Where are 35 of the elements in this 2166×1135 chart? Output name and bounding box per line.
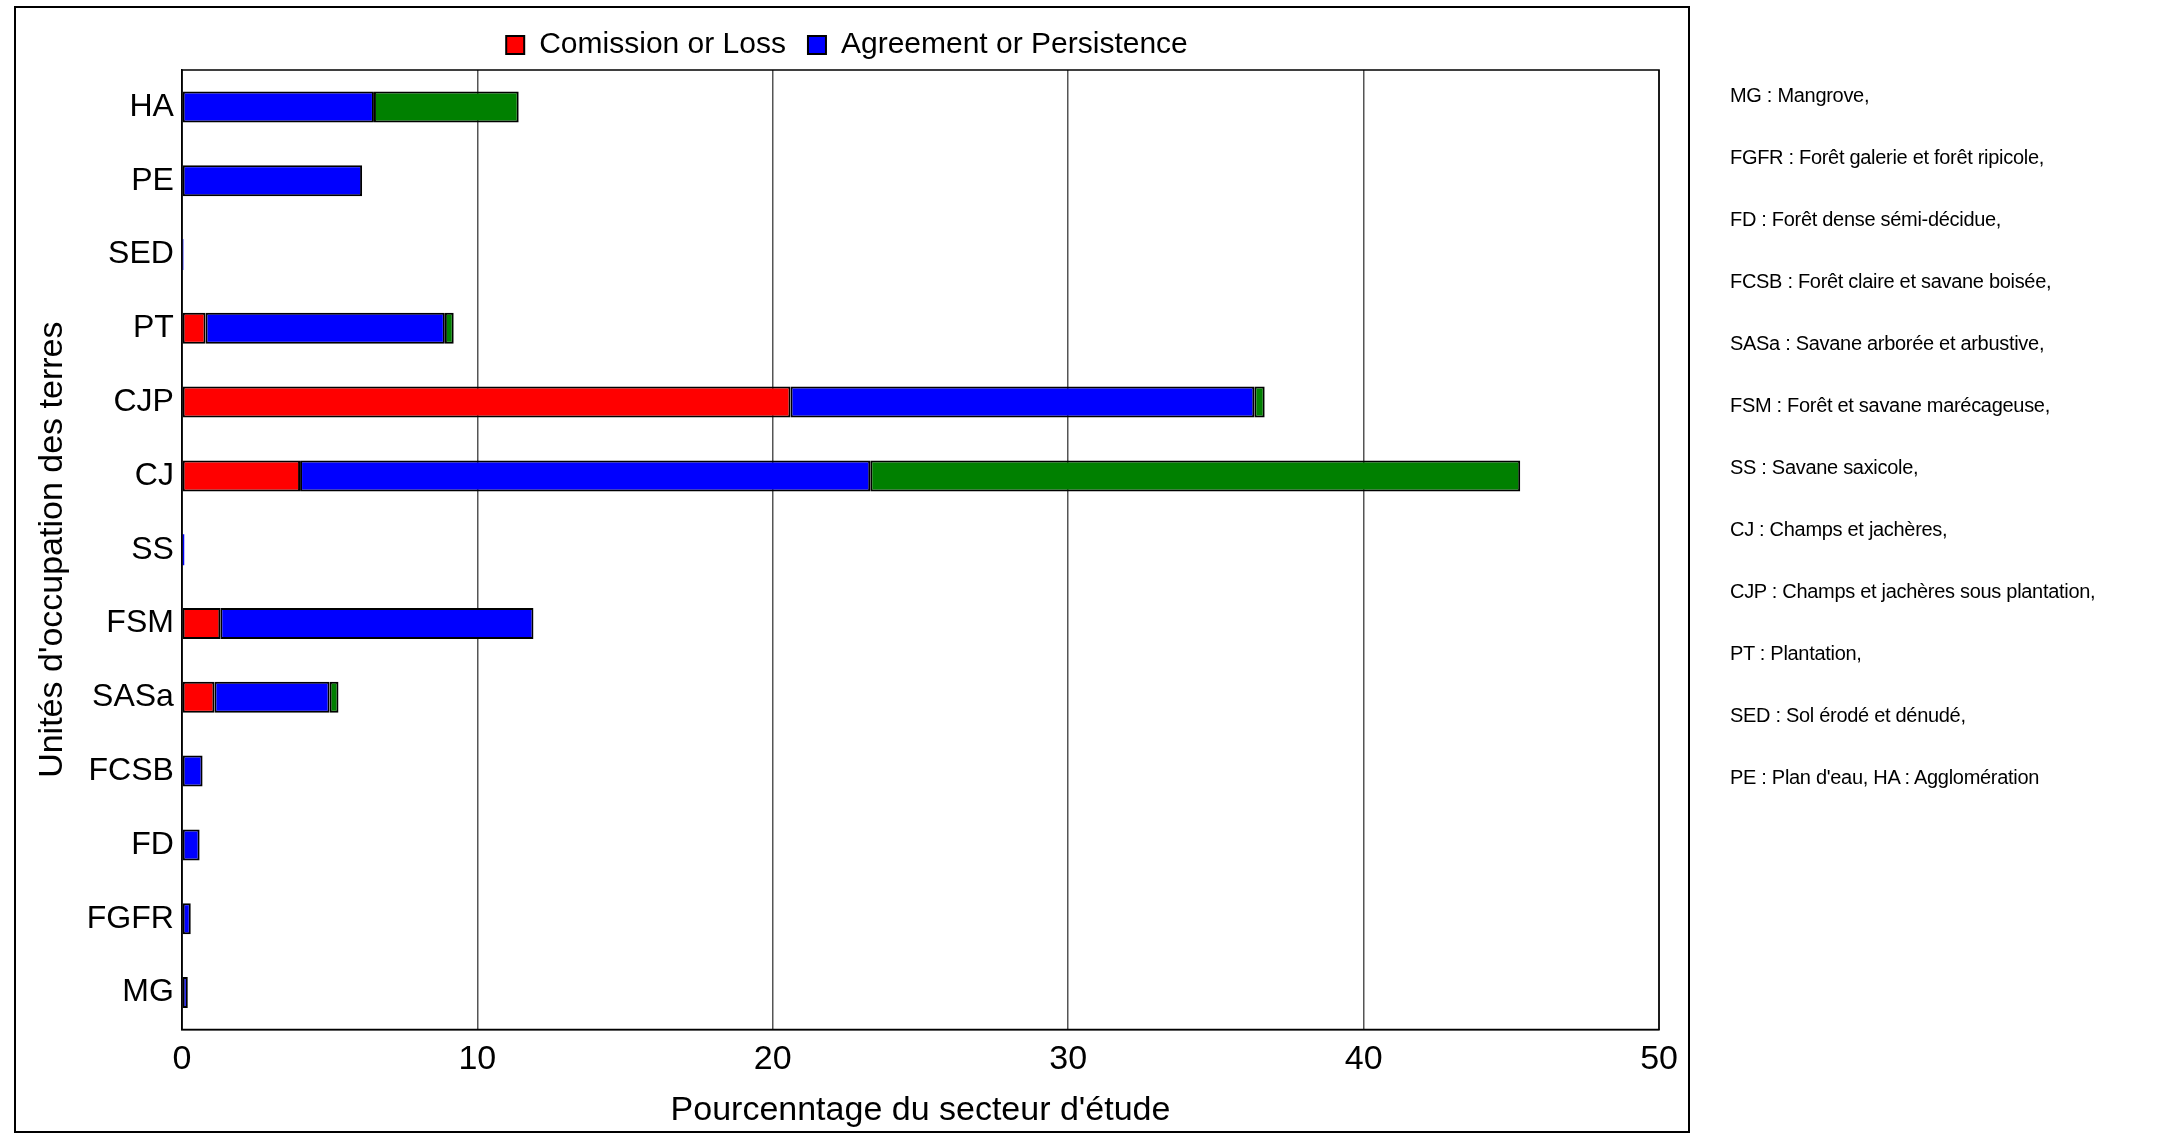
x-tick-label: 30 — [1049, 1038, 1088, 1077]
y-tick-label: PE — [131, 160, 174, 197]
x-tick-label: 0 — [172, 1038, 192, 1077]
text: SS : Savane saxicole, — [1730, 455, 1920, 480]
text: FSM : Forêt et savane marécageuse, — [1730, 393, 2051, 418]
x-axis-title: Pourcenntage du secteur d'étude — [670, 1088, 1171, 1127]
text: FCSB : Forêt claire et savane boisée, — [1730, 269, 2053, 294]
x-tick-label: 50 — [1640, 1038, 1678, 1077]
x-tick-label: 40 — [1344, 1038, 1383, 1077]
text: FD : Forêt dense sémi-décidue, — [1730, 207, 2003, 232]
y-tick-label: MG — [122, 972, 174, 1009]
y-tick-label: SASa — [92, 677, 175, 714]
text: CJ : Champs et jachères, — [1730, 517, 1949, 542]
y-tick-label: FD — [131, 824, 174, 861]
y-tick-label: FSM — [106, 603, 174, 640]
y-axis-title: Unités d'occupation des terres — [30, 321, 69, 778]
y-tick-label: SED — [108, 234, 174, 271]
y-tick-label: HA — [129, 86, 175, 123]
y-tick-label: CJP — [113, 381, 174, 418]
x-tick-label: 10 — [458, 1038, 497, 1077]
text: PT : Plantation, — [1730, 641, 1863, 666]
y-tick-label: FGFR — [86, 898, 174, 935]
y-tick-label: SS — [131, 529, 174, 566]
text: SASa : Savane arborée et arbustive, — [1730, 331, 2046, 356]
legend-label: Agreement or Persistence — [840, 26, 1188, 60]
x-tick-label: 20 — [753, 1038, 792, 1077]
y-tick-label: FCSB — [88, 750, 174, 787]
text: PE : Plan d'eau, HA : Agglomération — [1730, 765, 2041, 790]
y-tick-label: CJ — [134, 455, 174, 492]
text: CJP : Champs et jachères sous plantation, — [1730, 579, 2096, 604]
text: MG : Mangrove, — [1730, 83, 1871, 108]
legend-label: Comission or Loss — [539, 26, 786, 60]
y-tick-label: PT — [133, 308, 174, 345]
text: SED : Sol érodé et dénudé, — [1730, 703, 1967, 728]
text: FGFR : Forêt galerie et forêt ripicole, — [1730, 145, 2045, 170]
